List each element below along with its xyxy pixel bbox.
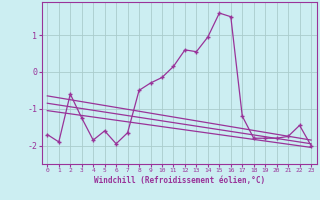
X-axis label: Windchill (Refroidissement éolien,°C): Windchill (Refroidissement éolien,°C) (94, 176, 265, 185)
